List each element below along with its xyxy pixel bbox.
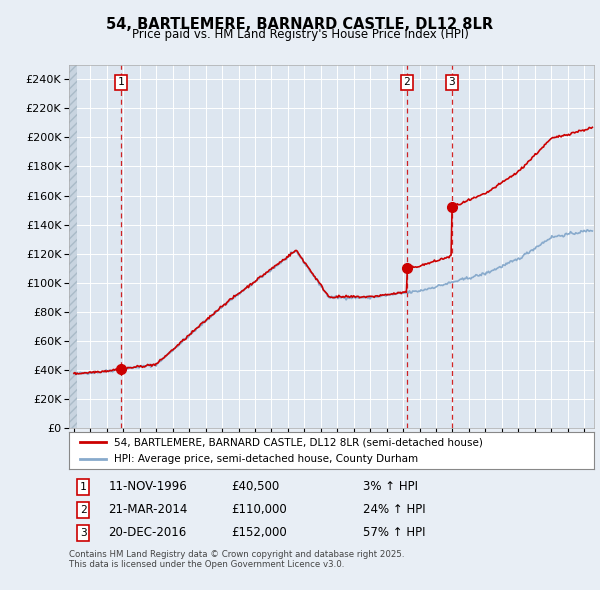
Text: HPI: Average price, semi-detached house, County Durham: HPI: Average price, semi-detached house,… [113,454,418,464]
Text: Contains HM Land Registry data © Crown copyright and database right 2025.
This d: Contains HM Land Registry data © Crown c… [69,550,404,569]
Text: 3% ↑ HPI: 3% ↑ HPI [363,480,418,493]
Text: 1: 1 [118,77,125,87]
Text: 57% ↑ HPI: 57% ↑ HPI [363,526,425,539]
Text: £40,500: £40,500 [232,480,280,493]
Text: £152,000: £152,000 [232,526,287,539]
Text: 21-MAR-2014: 21-MAR-2014 [109,503,188,516]
Text: 24% ↑ HPI: 24% ↑ HPI [363,503,425,516]
Text: £110,000: £110,000 [232,503,287,516]
Text: 20-DEC-2016: 20-DEC-2016 [109,526,187,539]
Bar [69,65,77,428]
Text: 54, BARTLEMERE, BARNARD CASTLE, DL12 8LR: 54, BARTLEMERE, BARNARD CASTLE, DL12 8LR [106,17,494,31]
Text: 2: 2 [80,505,86,514]
Text: 11-NOV-1996: 11-NOV-1996 [109,480,187,493]
Text: Price paid vs. HM Land Registry's House Price Index (HPI): Price paid vs. HM Land Registry's House … [131,28,469,41]
Text: 3: 3 [80,528,86,538]
Text: 3: 3 [449,77,455,87]
Text: 1: 1 [80,481,86,491]
Text: 2: 2 [403,77,410,87]
Text: 54, BARTLEMERE, BARNARD CASTLE, DL12 8LR (semi-detached house): 54, BARTLEMERE, BARNARD CASTLE, DL12 8LR… [113,437,482,447]
